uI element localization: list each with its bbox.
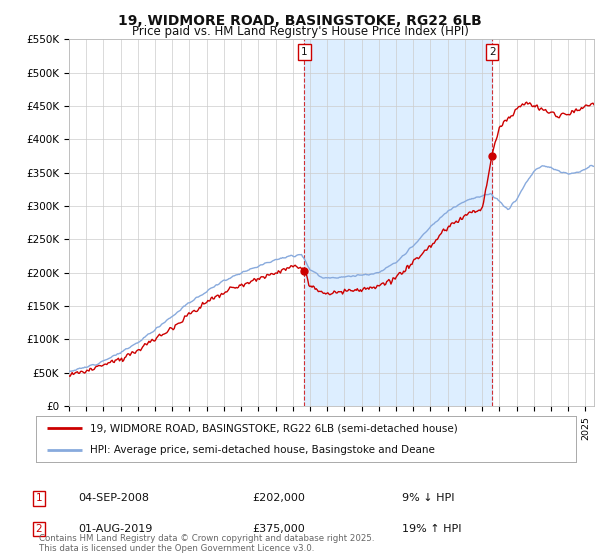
Text: Contains HM Land Registry data © Crown copyright and database right 2025.
This d: Contains HM Land Registry data © Crown c… (39, 534, 374, 553)
Text: 9% ↓ HPI: 9% ↓ HPI (402, 493, 455, 503)
Text: £375,000: £375,000 (252, 524, 305, 534)
Text: 1: 1 (35, 493, 43, 503)
Text: 2: 2 (35, 524, 43, 534)
Text: 2: 2 (489, 47, 496, 57)
Text: 19, WIDMORE ROAD, BASINGSTOKE, RG22 6LB (semi-detached house): 19, WIDMORE ROAD, BASINGSTOKE, RG22 6LB … (90, 423, 458, 433)
Bar (304, 39, 492, 406)
Text: 19% ↑ HPI: 19% ↑ HPI (402, 524, 461, 534)
Text: 1: 1 (301, 47, 308, 57)
Text: Price paid vs. HM Land Registry's House Price Index (HPI): Price paid vs. HM Land Registry's House … (131, 25, 469, 38)
Text: 04-SEP-2008: 04-SEP-2008 (78, 493, 149, 503)
Text: 19, WIDMORE ROAD, BASINGSTOKE, RG22 6LB: 19, WIDMORE ROAD, BASINGSTOKE, RG22 6LB (118, 14, 482, 28)
Text: HPI: Average price, semi-detached house, Basingstoke and Deane: HPI: Average price, semi-detached house,… (90, 445, 435, 455)
Text: £202,000: £202,000 (252, 493, 305, 503)
Text: 01-AUG-2019: 01-AUG-2019 (78, 524, 152, 534)
